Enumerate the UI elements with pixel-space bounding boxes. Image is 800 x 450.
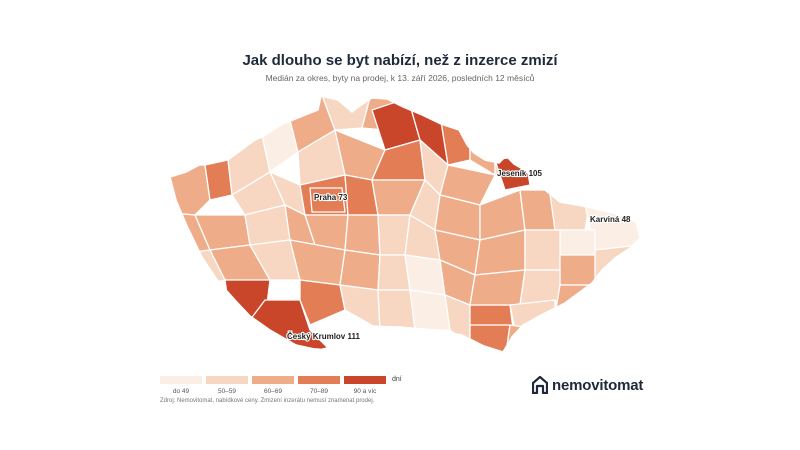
label-karvina: Karviná 48 bbox=[590, 215, 631, 224]
legend-label-2: 50–59 bbox=[217, 388, 237, 395]
legend-label-3: 60–69 bbox=[263, 388, 283, 395]
district-havlickuv-brod bbox=[404, 254, 446, 296]
source-note: Zdroj: Nemovitomat, nabídkové ceny. Zmiz… bbox=[160, 398, 375, 404]
district-ceske-budejovice bbox=[299, 279, 346, 326]
label-praha: Praha 73 bbox=[314, 193, 348, 202]
district-praha bbox=[309, 187, 346, 213]
label-cesky-krumlov: Český Krumlov 111 bbox=[287, 332, 360, 341]
district-tabor bbox=[339, 249, 381, 291]
legend-swatch-2 bbox=[206, 376, 248, 384]
legend-swatch-5 bbox=[344, 376, 386, 384]
district-vsetin bbox=[554, 284, 596, 316]
map-subtitle: Medián za okres, byty na prodej, k 13. z… bbox=[265, 73, 535, 83]
brand-name: nemovitomat bbox=[552, 376, 644, 394]
district-prostejov bbox=[469, 269, 526, 306]
legend-label-4: 70–89 bbox=[309, 388, 329, 395]
legend-label-1: do 49 bbox=[172, 388, 190, 395]
legend-label-5: 90 a víc bbox=[353, 388, 377, 395]
district-zlin bbox=[539, 314, 591, 341]
house-icon bbox=[532, 376, 548, 394]
map-title: Jak dlouho se byt nabízí, než z inzerce … bbox=[242, 52, 558, 69]
district-jihlava bbox=[377, 289, 416, 331]
district-olomouc bbox=[524, 229, 561, 271]
brand-logo: nemovitomat bbox=[532, 375, 643, 395]
legend-swatch-3 bbox=[252, 376, 294, 384]
district-hodonin bbox=[504, 324, 546, 352]
district-trutnov bbox=[469, 127, 496, 176]
label-jesenik: Jeseník 105 bbox=[497, 169, 542, 178]
district-novy-jicin bbox=[559, 254, 596, 286]
district-frydek bbox=[594, 244, 640, 281]
legend: do 49 50–59 60–69 70–89 90 a víc dní bbox=[160, 376, 420, 396]
legend-unit: dní bbox=[392, 376, 402, 383]
district-jindrichuv-hradec bbox=[339, 284, 381, 331]
district-ostrava bbox=[554, 229, 596, 256]
district-benesov bbox=[344, 214, 381, 256]
legend-swatch-4 bbox=[298, 376, 340, 384]
district-sokolov bbox=[204, 159, 233, 201]
district-trebic bbox=[409, 289, 451, 331]
legend-swatch-1 bbox=[160, 376, 202, 384]
